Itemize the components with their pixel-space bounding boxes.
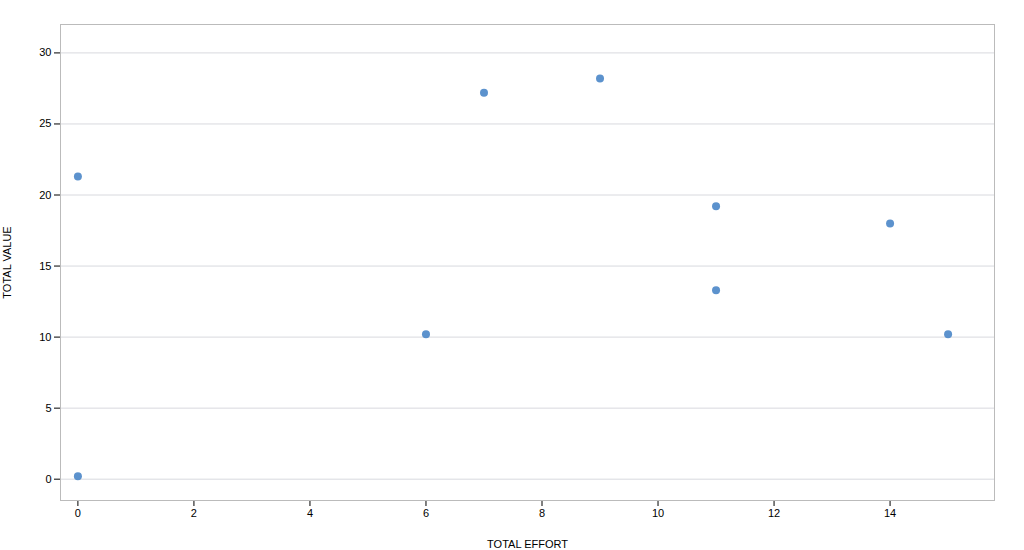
svg-text:TOTAL EFFORT: TOTAL EFFORT <box>487 538 568 550</box>
svg-text:4: 4 <box>307 507 313 519</box>
svg-text:10: 10 <box>652 507 664 519</box>
svg-text:12: 12 <box>768 507 780 519</box>
svg-text:30: 30 <box>39 46 51 58</box>
svg-text:8: 8 <box>539 507 545 519</box>
svg-text:25: 25 <box>39 117 51 129</box>
svg-text:TOTAL VALUE: TOTAL VALUE <box>1 226 13 298</box>
svg-text:2: 2 <box>191 507 197 519</box>
svg-text:6: 6 <box>423 507 429 519</box>
svg-text:5: 5 <box>45 402 51 414</box>
svg-text:20: 20 <box>39 189 51 201</box>
svg-text:0: 0 <box>45 473 51 485</box>
svg-text:15: 15 <box>39 260 51 272</box>
svg-text:10: 10 <box>39 331 51 343</box>
svg-text:0: 0 <box>75 507 81 519</box>
svg-text:14: 14 <box>884 507 896 519</box>
